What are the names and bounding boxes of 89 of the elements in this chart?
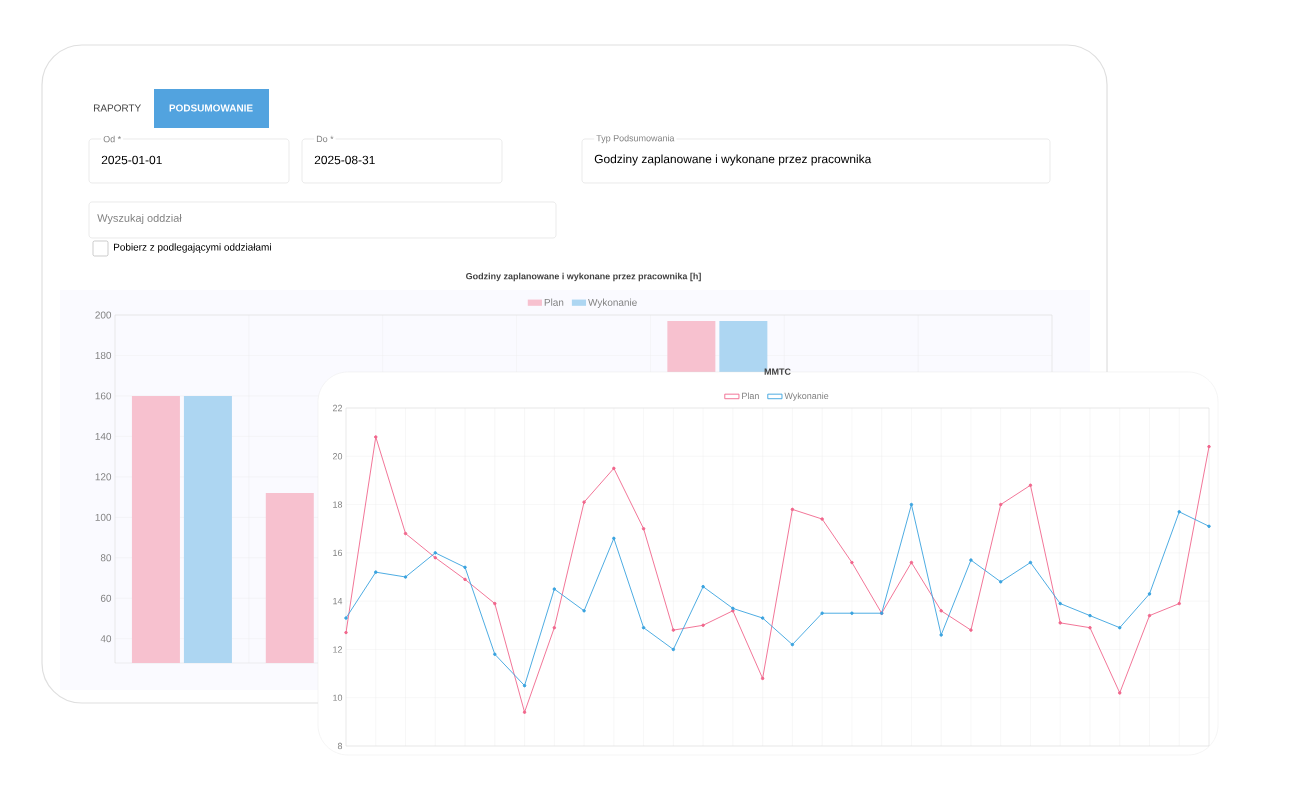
- y-tick-label: 12: [333, 646, 343, 653]
- point: [1088, 613, 1092, 618]
- point: [1117, 691, 1122, 695]
- point: [1207, 524, 1211, 529]
- point: [998, 580, 1003, 584]
- point: [612, 536, 616, 541]
- y-tick-label: 20: [332, 453, 343, 460]
- point: [969, 558, 973, 562]
- chart-title: MMTC: [764, 368, 791, 375]
- point: [493, 652, 497, 656]
- point: [998, 502, 1003, 507]
- point: [612, 466, 616, 471]
- point: [939, 633, 943, 637]
- legend-label: Plan: [742, 392, 759, 400]
- text: PODSUMOWANIE: [169, 104, 253, 112]
- y-tick-label: 180: [95, 351, 112, 359]
- point: [790, 642, 795, 647]
- point: [1177, 510, 1181, 514]
- point: [1177, 601, 1181, 606]
- point: [701, 623, 705, 628]
- point: [463, 577, 467, 582]
- point: [850, 560, 854, 565]
- y-tick-label: 18: [333, 501, 343, 508]
- point: [760, 676, 765, 681]
- point: [760, 616, 765, 620]
- point: [671, 628, 676, 632]
- point: [552, 587, 557, 591]
- chart-title: Godziny zaplanowane i wykonane przez pracownika [h]: [466, 272, 701, 282]
- point: [909, 502, 914, 507]
- text: Godziny zaplanowane i wykonane przez pracownika: [594, 154, 872, 166]
- point: [641, 625, 646, 630]
- point: [820, 517, 824, 521]
- point: [1088, 625, 1092, 630]
- point: [344, 630, 348, 635]
- point: [1147, 613, 1152, 618]
- point: [403, 575, 408, 579]
- point: [969, 628, 973, 632]
- point: [433, 551, 438, 555]
- point: [820, 611, 824, 615]
- text: RAPORTY: [94, 104, 141, 112]
- text: Od *: [103, 135, 121, 143]
- point: [641, 526, 646, 531]
- text: Wyszukaj oddział: [97, 213, 182, 225]
- point: [1058, 601, 1062, 606]
- y-tick-label: 10: [333, 694, 343, 701]
- y-tick-label: 40: [100, 635, 112, 643]
- y-tick-label: 60: [100, 594, 112, 602]
- point: [1147, 592, 1152, 596]
- point: [939, 609, 943, 613]
- point: [552, 625, 557, 630]
- y-tick-label: 14: [333, 598, 343, 605]
- point: [701, 584, 705, 589]
- point: [374, 570, 378, 574]
- point: [1028, 483, 1033, 487]
- point: [582, 500, 586, 504]
- point: [344, 616, 348, 620]
- point: [1058, 621, 1062, 625]
- text: 2025-08-31: [314, 155, 375, 165]
- point: [1207, 444, 1211, 449]
- point: [1117, 625, 1122, 630]
- text: Do *: [316, 135, 334, 143]
- legend-label: Wykonanie: [588, 298, 637, 308]
- point: [403, 531, 408, 536]
- point: [790, 507, 795, 512]
- text: Pobierz z podlegającymi oddziałami: [114, 243, 271, 253]
- y-tick-label: 140: [95, 432, 112, 440]
- y-tick-label: 160: [95, 392, 112, 400]
- point: [1028, 560, 1033, 565]
- point: [671, 647, 676, 652]
- point: [850, 611, 854, 615]
- y-tick-label: 22: [332, 404, 343, 412]
- y-tick-label: 16: [333, 549, 343, 557]
- y-tick-label: 80: [100, 554, 112, 562]
- point: [909, 560, 914, 565]
- point: [582, 609, 586, 613]
- point: [463, 565, 467, 570]
- text: 2025-01-01: [101, 155, 162, 165]
- y-tick-label: 8: [337, 742, 343, 750]
- point: [493, 601, 497, 606]
- y-tick-label: 200: [95, 311, 112, 319]
- y-tick-label: 100: [95, 513, 112, 521]
- text: Typ Podsumowania: [596, 134, 675, 144]
- point: [522, 710, 527, 714]
- point: [433, 555, 438, 560]
- legend-label: Plan: [544, 298, 564, 306]
- y-tick-label: 120: [95, 473, 112, 481]
- legend-label: Wykonanie: [784, 392, 829, 401]
- point: [522, 683, 527, 688]
- point: [374, 435, 378, 439]
